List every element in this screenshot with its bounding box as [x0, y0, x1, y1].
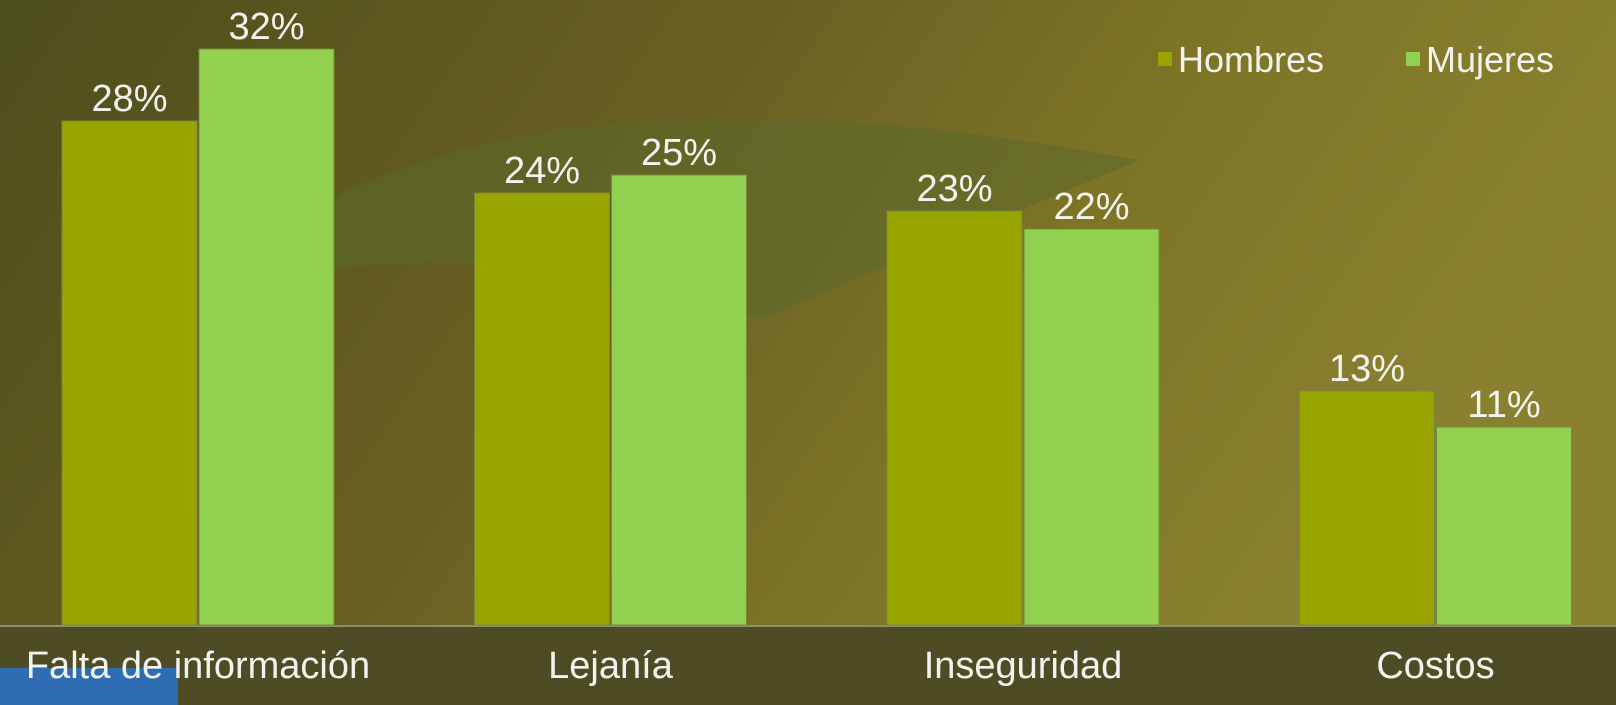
value-label: 28%	[91, 78, 167, 120]
decor-bar	[0, 668, 178, 705]
value-label: 23%	[916, 168, 992, 210]
value-label: 32%	[228, 6, 304, 48]
bar	[611, 174, 747, 626]
bar	[1436, 426, 1572, 626]
legend-label: Hombres	[1178, 39, 1324, 80]
value-label: 22%	[1053, 186, 1129, 228]
x-tick-label: Lejanía	[548, 645, 674, 687]
x-tick-label: Costos	[1376, 645, 1494, 687]
legend-swatch	[1406, 52, 1420, 66]
bar	[474, 192, 610, 626]
bar	[886, 210, 1023, 626]
legend-label: Mujeres	[1426, 39, 1554, 80]
x-tick-label: Inseguridad	[924, 645, 1123, 687]
value-label: 11%	[1467, 384, 1540, 426]
bar	[1023, 228, 1160, 626]
bar	[1299, 390, 1435, 626]
value-label: 13%	[1329, 348, 1405, 390]
legend-swatch	[1158, 52, 1172, 66]
bar	[61, 120, 198, 626]
bar	[198, 48, 335, 626]
floor	[0, 626, 1616, 705]
x-tick-label: Falta de información	[26, 645, 370, 687]
value-label: 24%	[504, 150, 580, 192]
value-label: 25%	[641, 132, 717, 174]
